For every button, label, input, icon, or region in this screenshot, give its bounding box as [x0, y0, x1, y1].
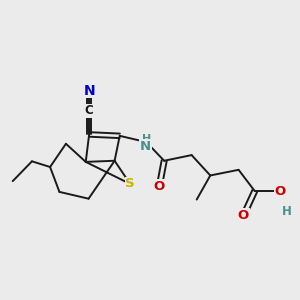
Text: H: H [282, 205, 292, 218]
Text: C: C [85, 104, 94, 117]
Text: O: O [154, 180, 165, 193]
Text: O: O [274, 184, 286, 197]
Text: N: N [140, 140, 151, 153]
Text: N: N [83, 84, 95, 98]
Text: S: S [125, 178, 135, 190]
Text: O: O [238, 209, 249, 222]
Text: H: H [142, 134, 151, 144]
